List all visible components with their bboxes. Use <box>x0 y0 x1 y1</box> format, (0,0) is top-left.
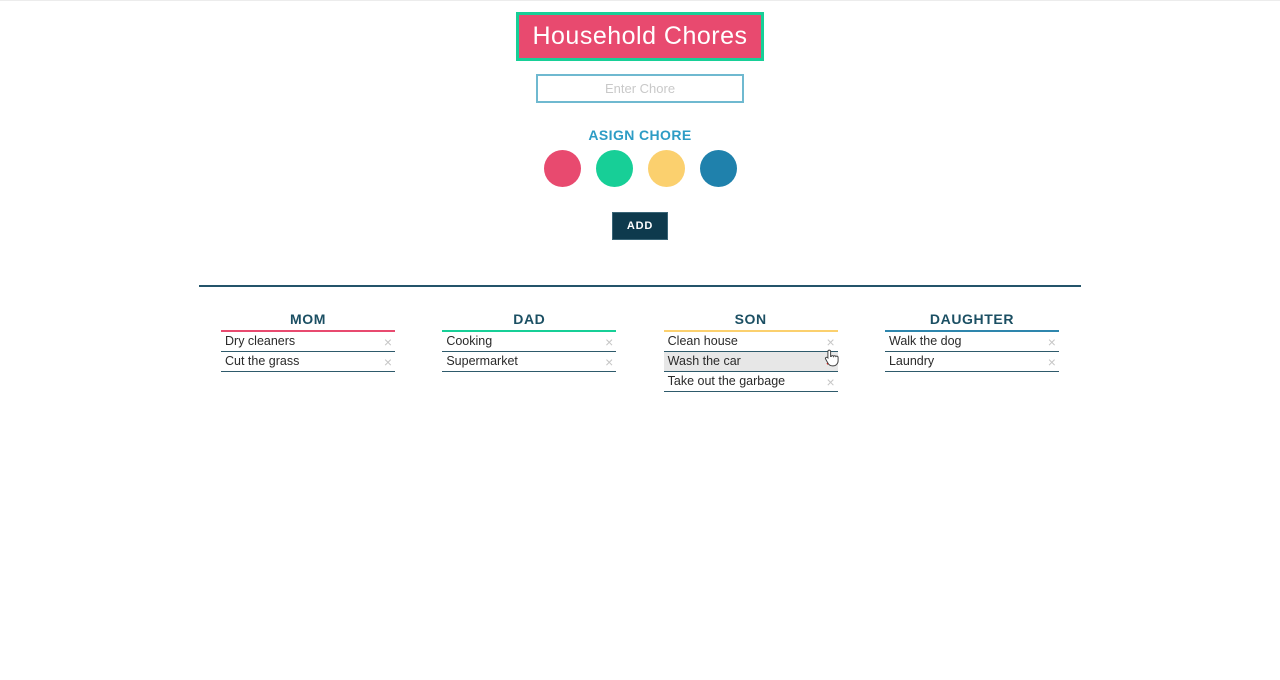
app-title-box: Household Chores <box>516 12 764 61</box>
chore-label: Walk the dog <box>888 334 962 348</box>
chore-item[interactable]: Cut the grass × <box>221 352 395 372</box>
yellow-swatch[interactable] <box>647 150 685 187</box>
chore-item[interactable]: Cooking × <box>442 332 617 352</box>
chore-input-wrap <box>0 74 1280 103</box>
chore-label: Take out the garbage <box>667 374 786 388</box>
household-chores-app: Household Chores ASIGN CHORE ADD MOMDry … <box>0 12 1280 392</box>
chore-item[interactable]: Walk the dog × <box>884 332 1059 352</box>
chore-item[interactable]: Wash the car × <box>663 352 838 372</box>
chore-item[interactable]: Clean house × <box>663 332 838 352</box>
chore-label: Clean house <box>667 334 738 348</box>
delete-chore-icon[interactable]: × <box>383 333 392 350</box>
member-name: MOM <box>221 311 395 332</box>
assign-chore-label: ASIGN CHORE <box>588 127 692 143</box>
member-column-dad: DAD Cooking × Supermarket × <box>442 311 617 372</box>
chore-label: Cut the grass <box>225 354 300 368</box>
chore-label: Supermarket <box>446 354 518 368</box>
window-top-edge <box>0 0 1280 1</box>
chore-item[interactable]: Supermarket × <box>442 352 617 372</box>
chore-label: Cooking <box>446 334 493 348</box>
chore-input[interactable] <box>536 74 744 103</box>
chore-list: Walk the dog × Laundry × <box>884 332 1059 372</box>
chore-label: Wash the car <box>667 354 741 368</box>
chore-label: Laundry <box>888 354 935 368</box>
chore-list: Clean house × Wash the car × Take out the ga… <box>663 332 838 392</box>
chore-item[interactable]: Laundry × <box>884 352 1059 372</box>
section-divider <box>199 285 1081 287</box>
chore-board: MOM Dry cleaners × Cut the grass × DAD Cooking… <box>221 311 1059 392</box>
delete-chore-icon[interactable]: × <box>825 352 835 370</box>
chore-item[interactable]: Take out the garbage × <box>663 372 838 392</box>
page-title: Household Chores <box>532 22 748 50</box>
member-name: SON <box>663 311 838 332</box>
member-column-daughter: DAUGHTER Walk the dog × Laundry × <box>884 311 1059 372</box>
add-chore-button[interactable]: ADD <box>611 212 669 240</box>
member-name: DAUGHTER <box>884 311 1059 332</box>
delete-chore-icon[interactable]: × <box>1047 333 1056 350</box>
green-swatch[interactable] <box>595 150 633 187</box>
delete-chore-icon[interactable]: × <box>605 353 614 370</box>
member-name: DAD <box>442 311 617 332</box>
delete-chore-icon[interactable]: × <box>826 333 835 350</box>
delete-chore-icon[interactable]: × <box>826 373 835 390</box>
delete-chore-icon[interactable]: × <box>383 353 392 370</box>
chore-label: Dry cleaners <box>225 334 296 348</box>
member-column-son: SON Clean house × Wash the car × Take out the… <box>663 311 838 392</box>
delete-chore-icon[interactable]: × <box>1047 353 1056 370</box>
chore-item[interactable]: Dry cleaners × <box>221 332 395 352</box>
member-column-mom: MOM Dry cleaners × Cut the grass × <box>221 311 395 372</box>
member-color-swatches <box>0 150 1280 187</box>
chore-list: Dry cleaners × Cut the grass × <box>221 332 395 372</box>
blue-swatch[interactable] <box>699 150 737 187</box>
chore-list: Cooking × Supermarket × <box>442 332 617 372</box>
delete-chore-icon[interactable]: × <box>605 333 614 350</box>
pink-swatch[interactable] <box>543 150 581 187</box>
